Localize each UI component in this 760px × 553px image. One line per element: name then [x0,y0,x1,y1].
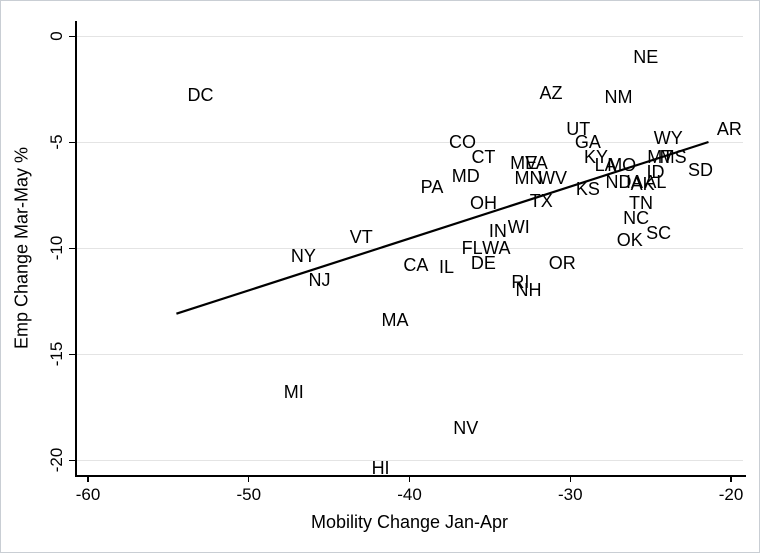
state-label-ar: AR [716,119,742,140]
y-gridline [77,247,743,249]
y-tick [69,353,76,355]
x-axis-line [75,475,746,477]
state-label-ny: NY [290,246,316,267]
state-label-sc: SC [646,223,672,244]
y-tick-label: -20 [47,447,66,473]
state-label-nj: NJ [308,269,331,290]
state-label-sd: SD [687,159,713,180]
y-gridline [77,141,743,143]
state-label-ok: OK [616,229,643,250]
y-tick [69,141,76,143]
y-axis-line [75,21,77,477]
state-label-ma: MA [381,310,409,331]
state-label-ak: AK [630,174,655,195]
state-label-or: OR [548,252,576,273]
y-gridline [77,353,743,355]
state-label-nm: NM [604,87,633,108]
state-label-dc: DC [187,85,214,106]
y-axis-title: Emp Change Mar-May % [11,146,32,350]
state-label-az: AZ [539,83,563,104]
state-label-ks: KS [575,178,600,199]
y-tick [69,247,76,249]
x-tick-label: -30 [557,485,583,504]
state-label-wi: WI [507,216,530,237]
x-tick-label: -20 [718,485,744,504]
y-tick [69,459,76,461]
y-tick-label: 0 [47,31,66,41]
state-label-nh: NH [515,280,542,301]
state-label-nv: NV [453,418,479,439]
state-label-de: DE [470,252,496,273]
state-label-il: IL [438,257,454,278]
y-tick [69,35,76,37]
x-tick [730,475,732,482]
y-tick-label: -15 [47,341,66,367]
y-tick-label: -10 [47,235,66,261]
state-label-ct: CT [471,146,496,167]
x-tick-label: -60 [75,485,101,504]
y-gridline [77,459,743,461]
y-gridline [77,35,743,37]
x-tick-label: -40 [397,485,422,504]
x-tick [569,475,571,482]
state-label-wv: WV [538,168,568,189]
x-tick [408,475,411,482]
state-label-wy: WY [653,127,683,148]
state-label-tx: TX [529,191,553,212]
state-label-pa: PA [420,176,444,197]
state-label-hi: HI [371,458,390,479]
state-label-mi: MI [283,382,304,403]
x-tick [87,475,89,482]
y-tick-label: -5 [47,134,66,150]
state-label-oh: OH [469,193,497,214]
x-tick [248,475,250,482]
state-label-md: MD [451,165,480,186]
x-tick-label: -50 [236,485,262,504]
state-label-ne: NE [633,47,659,68]
state-label-ut: UT [566,119,591,140]
x-axis-title: Mobility Change Jan-Apr [310,512,509,532]
state-label-ca: CA [403,254,429,275]
state-label-vt: VT [349,227,373,248]
